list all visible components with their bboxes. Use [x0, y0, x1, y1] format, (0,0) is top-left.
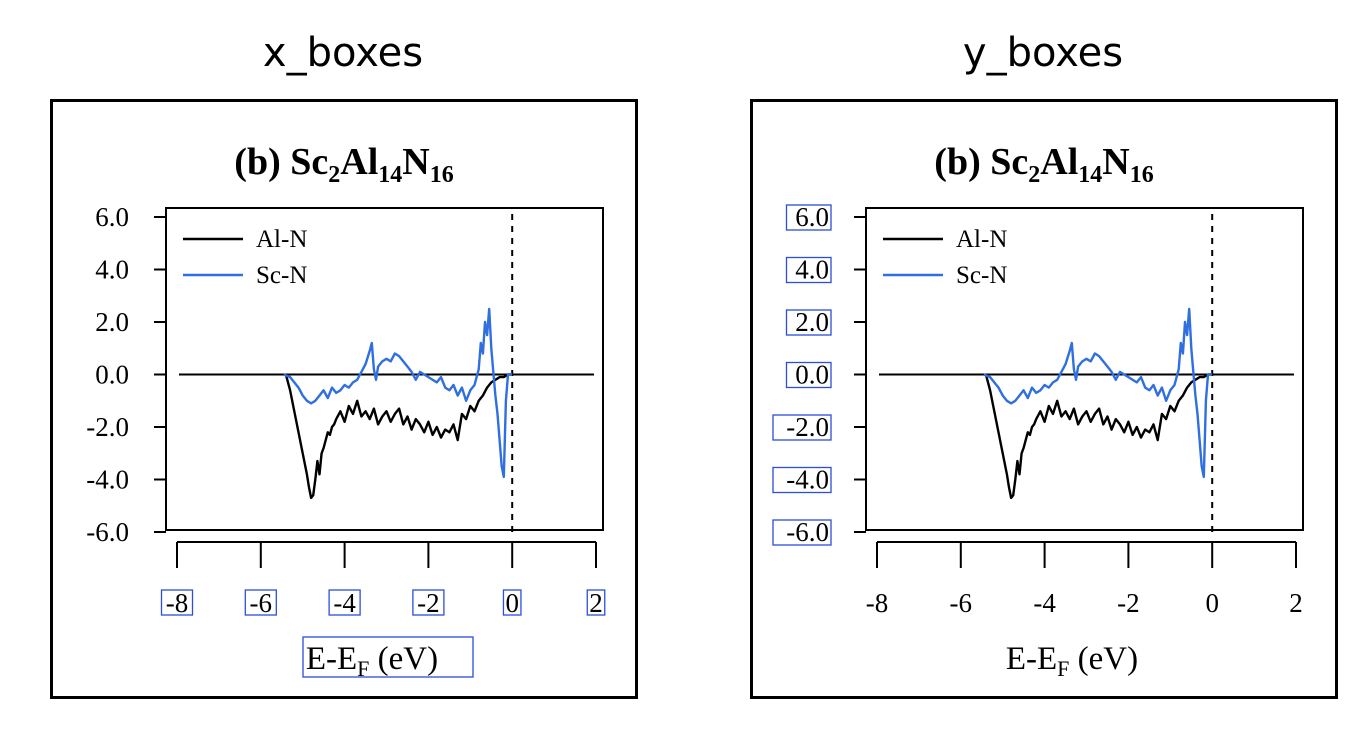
- chart-title-sc: Sc: [990, 141, 1028, 183]
- y-tick-label: 2.0: [95, 307, 129, 337]
- y-tick-bounding-box: [785, 309, 832, 336]
- x-axis-label: E-EF (eV): [306, 641, 438, 681]
- x-tick-label: 2: [1289, 588, 1303, 618]
- y-tick-label: -6.0: [786, 517, 829, 547]
- x-tick-label: -6: [950, 588, 973, 618]
- chart-title-n: N: [1102, 141, 1129, 183]
- y-tick-bounding-box: [785, 256, 832, 284]
- y-tick-bounding-box: [785, 361, 832, 389]
- legend-label-sc-n: Sc-N: [956, 262, 1007, 289]
- chart-title-n: N: [402, 141, 429, 183]
- x-tick-label: -2: [1117, 588, 1140, 618]
- chart-title-sub-16: 16: [430, 162, 454, 188]
- y-tick-label: 4.0: [95, 255, 129, 285]
- x-tick-label: -6: [250, 588, 272, 618]
- chart-title-prefix: (b): [234, 141, 290, 183]
- legend-label-sc-n: Sc-N: [256, 262, 307, 289]
- x-axis-label-unit: (eV): [1069, 641, 1138, 677]
- y-tick-label: 6.0: [95, 202, 129, 232]
- legend-label-al-n: Al-N: [956, 226, 1007, 253]
- plot-frame: [165, 207, 604, 531]
- y-tick-label: 4.0: [795, 255, 829, 285]
- x-axis-label-main: E-E: [1006, 641, 1057, 677]
- y-tick-bounding-box: [772, 519, 832, 546]
- x-axis-label-unit: (eV): [369, 641, 438, 677]
- x-tick-label: 0: [505, 588, 519, 618]
- panel-label-x-boxes: x_boxes: [262, 30, 424, 76]
- x-tick-bounding-box: [160, 589, 194, 616]
- x-tick-label: 0: [1205, 588, 1219, 618]
- chart-title-sub-2: 2: [328, 162, 340, 188]
- y-tick-label: -6.0: [86, 517, 129, 547]
- y-tick-bounding-box: [772, 414, 832, 441]
- y-tick-label: -2.0: [86, 412, 129, 442]
- x-tick-label: -8: [866, 588, 889, 618]
- series-line-al-n: [284, 373, 513, 500]
- series-line-sc-n: [983, 307, 1213, 479]
- y-tick-bounding-box: [772, 466, 832, 494]
- chart-title-al: Al: [1040, 141, 1078, 183]
- series-line-sc-n: [283, 307, 513, 479]
- x-tick-bounding-box: [502, 589, 522, 616]
- chart-title-al: Al: [340, 141, 378, 183]
- chart-panel-x-boxes: (b) Sc2Al14N16 6.0 4.0 2.0 0.0 -2.0 -4.0 -6.0 -8…: [50, 99, 638, 699]
- chart-title: (b) Sc2Al14N16: [234, 141, 453, 188]
- y-tick-bounding-box: [785, 204, 832, 231]
- x-tick-bounding-box: [244, 589, 277, 616]
- x-axis-label-sub: F: [357, 656, 369, 681]
- chart-title-sub-16: 16: [1130, 162, 1154, 188]
- x-tick-bounding-box: [586, 589, 606, 616]
- x-axis-label-bounding-box: [302, 636, 474, 678]
- dos-chart-right: (b) Sc2Al14N166.04.02.00.0-2.0-4.0-6.0-8…: [772, 141, 1304, 681]
- plot-frame: [865, 207, 1304, 531]
- chart-panel-y-boxes: (b) Sc2Al14N16 6.0 4.0 2.0 0.0 -2.0 -4.0 -6.0 -8…: [750, 99, 1338, 699]
- x-axis-label: E-EF (eV): [1006, 641, 1138, 681]
- y-tick-label: 0.0: [95, 360, 129, 390]
- chart-title-prefix: (b): [934, 141, 990, 183]
- chart-title-sc: Sc: [290, 141, 328, 183]
- y-tick-label: -2.0: [786, 412, 829, 442]
- panel-label-y-boxes: y_boxes: [962, 30, 1124, 76]
- dos-chart-left: (b) Sc2Al14N166.04.02.00.0-2.0-4.0-6.0-8…: [86, 141, 606, 681]
- x-tick-label: -8: [166, 588, 189, 618]
- y-tick-label: 0.0: [795, 360, 829, 390]
- x-tick-label: -4: [1033, 588, 1056, 618]
- x-tick-bounding-box: [328, 589, 361, 616]
- legend-label-al-n: Al-N: [256, 226, 307, 253]
- x-tick-label: -2: [417, 588, 440, 618]
- series-line-al-n: [984, 373, 1213, 500]
- y-tick-label: 2.0: [795, 307, 829, 337]
- y-tick-label: 6.0: [795, 202, 829, 232]
- x-axis-label-sub: F: [1057, 656, 1069, 681]
- x-tick-label: -4: [333, 588, 356, 618]
- chart-title-sub-14: 14: [378, 162, 402, 188]
- chart-title: (b) Sc2Al14N16: [934, 141, 1153, 188]
- y-tick-label: -4.0: [786, 465, 829, 495]
- x-tick-bounding-box: [412, 589, 445, 616]
- chart-title-sub-2: 2: [1028, 162, 1040, 188]
- x-axis-label-main: E-E: [306, 641, 357, 677]
- x-tick-label: 2: [589, 588, 603, 618]
- y-tick-label: -4.0: [86, 465, 129, 495]
- chart-title-sub-14: 14: [1078, 162, 1102, 188]
